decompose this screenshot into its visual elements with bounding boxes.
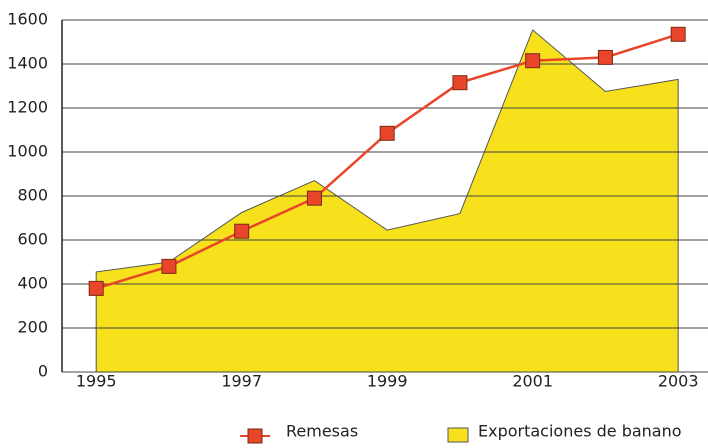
legend-item: Exportaciones de banano [447, 422, 682, 443]
marker [525, 53, 541, 69]
y-tick-label: 800 [17, 186, 48, 205]
legend-marker [247, 428, 263, 444]
x-tick-label: 1999 [367, 372, 408, 391]
marker [88, 280, 104, 296]
marker [452, 75, 468, 91]
x-tick-label: 1995 [76, 372, 117, 391]
y-tick-label: 1000 [7, 142, 48, 161]
legend-swatch [447, 427, 469, 443]
marker [234, 223, 250, 239]
marker [161, 258, 177, 274]
y-tick-label: 200 [17, 318, 48, 337]
legend-label: Remesas [286, 422, 358, 441]
y-tick-label: 1400 [7, 54, 48, 73]
y-tick-label: 600 [17, 230, 48, 249]
marker [670, 26, 686, 42]
marker [379, 125, 395, 141]
legend-item: Remesas [240, 422, 358, 444]
y-tick-label: 0 [38, 362, 48, 381]
marker [597, 49, 613, 65]
y-tick-label: 400 [17, 274, 48, 293]
legend-label: Exportaciones de banano [478, 422, 682, 441]
area [95, 29, 679, 373]
x-tick-label: 2003 [658, 372, 699, 391]
y-tick-label: 1200 [7, 98, 48, 117]
marker [306, 190, 322, 206]
x-tick-label: 2001 [512, 372, 553, 391]
x-tick-label: 1997 [221, 372, 262, 391]
y-tick-label: 1600 [7, 10, 48, 29]
